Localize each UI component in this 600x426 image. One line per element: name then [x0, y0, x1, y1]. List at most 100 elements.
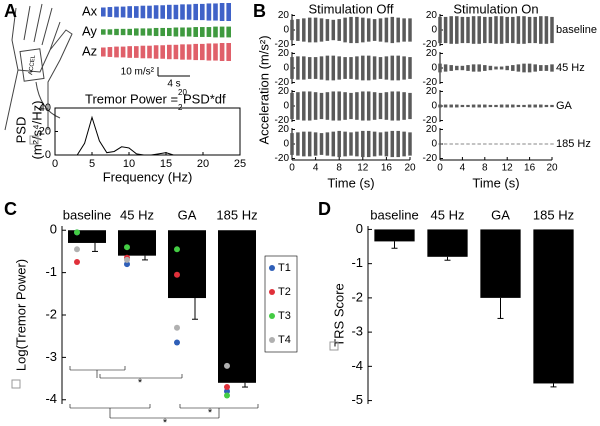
y-tick-label: 20	[426, 124, 438, 135]
x-tick-label: 12	[357, 163, 369, 174]
sensor-label: ACCEL	[28, 54, 37, 75]
y-axis-label: TRS Score	[331, 283, 346, 347]
y-tick-label: -20	[275, 153, 290, 164]
bar	[168, 230, 206, 299]
y-tick-label: 20	[278, 48, 290, 59]
hand-outline	[4, 3, 73, 131]
trace-label: Ax	[82, 3, 98, 18]
y-tick-label: 0	[431, 25, 437, 36]
y-tick-label: 20	[278, 124, 290, 135]
x-axis-label: Time (s)	[327, 175, 374, 190]
subject-point	[124, 256, 130, 263]
y-tick-label: 20	[426, 10, 438, 21]
subject-point	[74, 259, 80, 266]
y-tick-label: -20	[275, 39, 290, 50]
y-tick-label: -2	[45, 306, 57, 321]
y-tick-label: -20	[423, 153, 438, 164]
y-tick-label: -4	[45, 391, 57, 406]
legend-label: T4	[278, 334, 291, 346]
subject-point	[224, 392, 230, 399]
significance-mark: *	[208, 407, 213, 419]
x-tick-label: 16	[381, 163, 393, 174]
y-tick-label: 20	[426, 48, 438, 59]
y-tick-label: -2	[351, 289, 363, 304]
panel-letter: B	[253, 1, 266, 21]
row-label: GA	[556, 100, 573, 112]
category-label: GA	[491, 207, 510, 222]
y-tick-label: 0	[45, 149, 51, 161]
trace-label: Az	[82, 43, 97, 58]
bar	[427, 229, 468, 257]
y-tick-label: -20	[423, 39, 438, 50]
plot-frame	[54, 107, 241, 156]
formula-integrand: PSD*df	[183, 91, 226, 106]
x-tick-label: 12	[502, 163, 514, 174]
y-tick-label: 0	[431, 101, 437, 112]
legend-marker	[269, 265, 275, 271]
y-axis-label: Log(Tremor Power)	[13, 259, 28, 371]
sensor-cable	[35, 81, 61, 119]
y-tick-label: 0	[283, 101, 289, 112]
category-label: GA	[178, 207, 197, 222]
x-tick-label: 20	[546, 163, 558, 174]
subject-point	[124, 261, 130, 268]
y-tick-label: -1	[351, 255, 363, 270]
y-tick-label: 20	[278, 86, 290, 97]
row-label: 45 Hz	[556, 62, 585, 74]
formula-lower: 2	[178, 103, 183, 112]
y-tick-label: 0	[356, 221, 363, 236]
x-tick-label: 15	[160, 158, 172, 170]
x-tick-label: 20	[404, 163, 416, 174]
glyph-box	[11, 379, 21, 389]
y-tick-label: 0	[283, 139, 289, 150]
x-tick-label: 25	[234, 158, 246, 170]
bar	[480, 229, 521, 298]
x-tick-label: 10	[123, 158, 135, 170]
subject-point	[74, 229, 80, 236]
subject-point	[124, 244, 130, 251]
y-tick-label: 40	[39, 102, 51, 114]
trace-label: Ay	[82, 23, 97, 38]
y-tick-label: -3	[351, 324, 363, 339]
bar	[374, 229, 415, 242]
legend-marker	[269, 313, 275, 319]
x-tick-label: 16	[524, 163, 536, 174]
subject-point	[174, 339, 180, 346]
y-axis-label: Acceleration (m/s²)	[256, 35, 271, 144]
row-label: 185 Hz	[556, 138, 591, 150]
x-tick-label: 0	[289, 163, 295, 174]
sensor-box	[19, 48, 45, 82]
bar	[118, 230, 156, 256]
glyph-box	[29, 135, 39, 145]
scale-label: 10 m/s²	[121, 67, 155, 78]
x-tick-label: 20	[197, 158, 209, 170]
glyph-box	[329, 341, 339, 351]
subject-point	[174, 271, 180, 278]
psd-line	[55, 115, 240, 156]
y-tick-label: 20	[426, 86, 438, 97]
y-axis-label: PSD	[13, 117, 28, 144]
y-tick-label: -20	[423, 77, 438, 88]
y-tick-label: -3	[45, 349, 57, 364]
subject-point	[74, 246, 80, 253]
y-tick-label: 20	[278, 10, 290, 21]
y-tick-label: -20	[275, 77, 290, 88]
scale-label: 4 s	[167, 79, 180, 90]
x-tick-label: 4	[313, 163, 319, 174]
category-label: 45 Hz	[120, 207, 154, 222]
legend-label: T3	[278, 310, 291, 322]
subject-point	[174, 246, 180, 253]
significance-mark: *	[163, 417, 168, 426]
y-tick-label: -20	[423, 115, 438, 126]
y-tick-label: 0	[283, 63, 289, 74]
y-tick-label: -1	[45, 264, 57, 279]
subject-point	[174, 324, 180, 331]
bar	[533, 229, 574, 384]
y-tick-label: 0	[431, 139, 437, 150]
legend-label: T2	[278, 286, 291, 298]
formula-upper: 20	[178, 88, 187, 97]
hand-drawing	[4, 3, 73, 131]
y-tick-label: 20	[39, 125, 51, 137]
subject-point	[224, 384, 230, 391]
